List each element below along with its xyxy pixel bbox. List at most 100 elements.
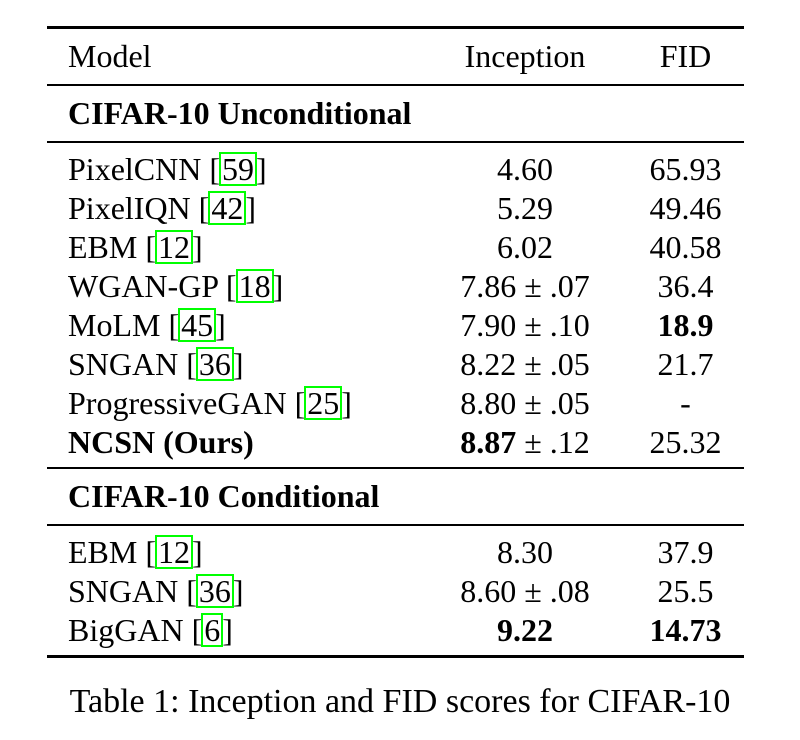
table-header-row: Model Inception FID <box>47 29 744 84</box>
inception-cell: 7.90 ± .10 <box>460 307 590 343</box>
inception-cell: 7.86 ± .07 <box>460 268 590 304</box>
table-row: EBM [12] 8.30 37.9 <box>47 533 744 572</box>
header-fid: FID <box>659 38 712 74</box>
table-sections: CIFAR-10 Unconditional PixelCNN [59] 4.60 6… <box>47 86 744 655</box>
section-rule <box>47 467 744 469</box>
model-name: EBM <box>68 229 138 265</box>
inception-value: 8.30 <box>497 534 553 570</box>
inception-cell: 8.80 ± .05 <box>460 385 590 421</box>
fid-value: 21.7 <box>657 346 714 382</box>
table-row: SNGAN [36] 8.22 ± .05 21.7 <box>47 345 744 384</box>
fid-value: 25.5 <box>657 573 714 609</box>
fid-value: 36.4 <box>657 268 714 304</box>
model-cell: NCSN (Ours) <box>47 423 423 462</box>
citation-link[interactable]: 45 <box>178 308 217 342</box>
fid-value: 65.93 <box>649 151 722 187</box>
inception-stddev: .05 <box>549 385 590 421</box>
fid-value: 49.46 <box>649 190 722 226</box>
section-rule <box>47 524 744 526</box>
table-top-rule <box>47 26 744 29</box>
model-name: EBM <box>68 534 138 570</box>
inception-cell: 4.60 <box>423 150 627 189</box>
inception-cell: 6.02 <box>423 228 627 267</box>
inception-cell: 8.30 <box>423 533 627 572</box>
table-row: SNGAN [36] 8.60 ± .08 25.5 <box>47 572 744 611</box>
model-cell: ProgressiveGAN [25] <box>68 385 352 421</box>
fid-value: 37.9 <box>657 534 714 570</box>
model-cell: MoLM [45] <box>68 307 226 343</box>
section-rule <box>47 141 744 143</box>
section-header: CIFAR-10 Unconditional <box>47 86 744 141</box>
inception-value: 8.87 <box>460 424 517 460</box>
section-body: EBM [12] 8.30 37.9 SNGAN [36] 8.60 ± .08 25.5… <box>47 526 744 655</box>
model-cell: SNGAN [36] <box>68 573 244 609</box>
inception-value: 7.90 <box>460 307 517 343</box>
inception-stddev: .10 <box>549 307 590 343</box>
citation-link[interactable]: 18 <box>235 269 274 303</box>
inception-value: 8.80 <box>460 385 517 421</box>
header-model: Model <box>68 38 152 74</box>
inception-stddev: .05 <box>549 346 590 382</box>
model-cell: SNGAN [36] <box>68 346 244 382</box>
inception-value: 8.60 <box>460 573 517 609</box>
fid-value: 25.32 <box>649 424 722 460</box>
citation-link[interactable]: 59 <box>219 152 257 186</box>
inception-cell: 8.60 ± .08 <box>460 573 590 609</box>
inception-value: 5.29 <box>497 190 553 226</box>
table-row: WGAN-GP [18] 7.86 ± .07 36.4 <box>47 267 744 306</box>
fid-value: 14.73 <box>649 612 722 648</box>
model-cell: BigGAN [6] <box>68 612 233 648</box>
results-table: Model Inception FID CIFAR-10 Uncondition… <box>47 26 744 658</box>
model-cell: EBM [12] <box>68 534 203 570</box>
inception-cell: 8.87 ± .12 <box>460 424 590 460</box>
citation-link[interactable]: 36 <box>195 347 234 381</box>
inception-cell: 5.29 <box>423 189 627 228</box>
inception-cell: 8.22 ± .05 <box>460 346 590 382</box>
model-cell: WGAN-GP [18] <box>68 268 284 304</box>
inception-value: 9.22 <box>497 612 553 648</box>
inception-value: 8.22 <box>460 346 517 382</box>
model-name: MoLM <box>68 307 161 343</box>
inception-value: 6.02 <box>497 229 553 265</box>
inception-value: 4.60 <box>497 151 553 187</box>
model-name: SNGAN <box>68 573 179 609</box>
table-row: PixelCNN [59] 4.60 65.93 <box>47 150 744 189</box>
fid-value: 18.9 <box>657 307 714 343</box>
model-name: BigGAN <box>68 612 184 648</box>
model-name: ProgressiveGAN <box>68 385 287 421</box>
table-row: BigGAN [6] 9.22 14.73 <box>47 611 744 650</box>
section-header: CIFAR-10 Conditional <box>47 469 744 524</box>
citation-link[interactable]: 42 <box>208 191 247 225</box>
section-body: PixelCNN [59] 4.60 65.93 PixelIQN [42] 5.29 4… <box>47 143 744 467</box>
inception-value: 7.86 <box>460 268 517 304</box>
inception-stddev: .07 <box>549 268 590 304</box>
model-cell: PixelIQN [42] <box>68 190 256 226</box>
inception-stddev: .08 <box>549 573 590 609</box>
model-name: PixelIQN <box>68 190 191 226</box>
model-name: PixelCNN <box>68 151 202 187</box>
table-row: NCSN (Ours) 8.87 ± .12 25.32 <box>47 423 744 462</box>
model-name: NCSN (Ours) <box>68 424 254 460</box>
fid-value: 40.58 <box>649 229 722 265</box>
model-cell: PixelCNN [59] <box>68 151 267 187</box>
inception-cell: 9.22 <box>423 611 627 650</box>
citation-link[interactable]: 12 <box>155 535 193 569</box>
citation-link[interactable]: 25 <box>304 386 343 420</box>
model-name: SNGAN <box>68 346 179 382</box>
fid-value: - <box>680 385 691 421</box>
header-rule <box>47 84 744 86</box>
inception-stddev: .12 <box>549 424 590 460</box>
model-name: WGAN-GP <box>68 268 218 304</box>
citation-link[interactable]: 12 <box>155 230 193 264</box>
model-cell: EBM [12] <box>68 229 203 265</box>
table-bottom-rule <box>47 655 744 658</box>
citation-link[interactable]: 6 <box>201 613 224 647</box>
citation-link[interactable]: 36 <box>195 574 234 608</box>
table-row: EBM [12] 6.02 40.58 <box>47 228 744 267</box>
section-title: CIFAR-10 Conditional <box>68 478 380 514</box>
table-row: PixelIQN [42] 5.29 49.46 <box>47 189 744 228</box>
table-caption: Table 1: Inception and FID scores for CI… <box>69 683 731 720</box>
section-title: CIFAR-10 Unconditional <box>68 95 412 131</box>
table-row: MoLM [45] 7.90 ± .10 18.9 <box>47 306 744 345</box>
header-inception: Inception <box>464 38 586 74</box>
